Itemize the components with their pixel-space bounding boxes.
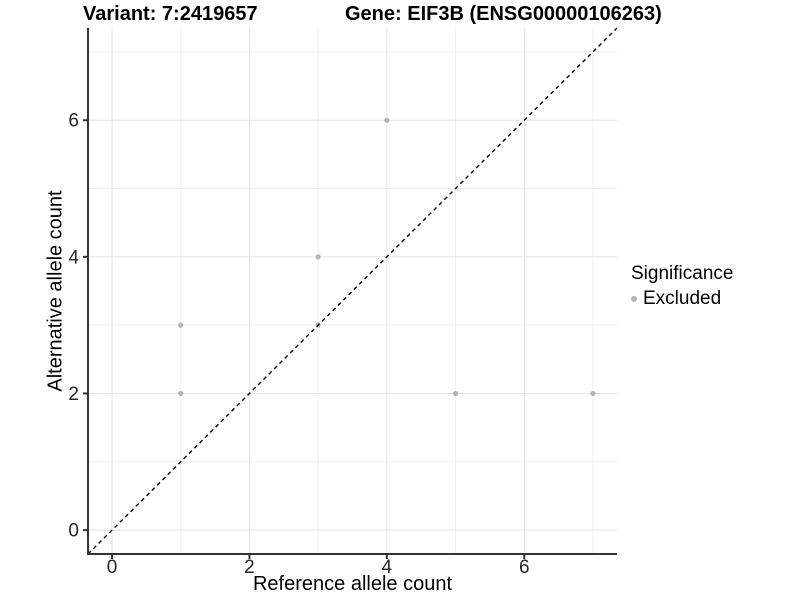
y-axis-title: Alternative allele count [44, 190, 67, 392]
y-tick-label: 4 [68, 247, 79, 268]
data-point [590, 390, 596, 397]
x-axis-title: Reference allele count [252, 573, 452, 595]
y-tick-label: 6 [68, 111, 79, 132]
legend-title: Significance [631, 263, 734, 284]
legend-item-label: Excluded [643, 288, 722, 309]
legend: Significance Excluded [631, 263, 733, 310]
y-tick-label: 2 [68, 384, 79, 405]
x-tick-label: 2 [244, 557, 255, 578]
plot-title-gene: Gene: EIF3B (ENSG00000106263) [345, 3, 662, 25]
data-point [452, 390, 459, 397]
data-point [178, 390, 184, 397]
data-point [384, 117, 390, 123]
identity-line [87, 27, 618, 555]
legend-item: Excluded [631, 288, 733, 310]
x-tick-label: 0 [107, 557, 118, 578]
x-tick-label: 6 [519, 557, 530, 578]
x-tick-label: 4 [382, 557, 393, 578]
legend-point-icon [631, 296, 637, 302]
data-point [178, 322, 184, 328]
data-point [315, 254, 321, 260]
y-tick-label: 0 [68, 521, 79, 542]
plot-title-variant: Variant: 7:2419657 [83, 3, 258, 25]
